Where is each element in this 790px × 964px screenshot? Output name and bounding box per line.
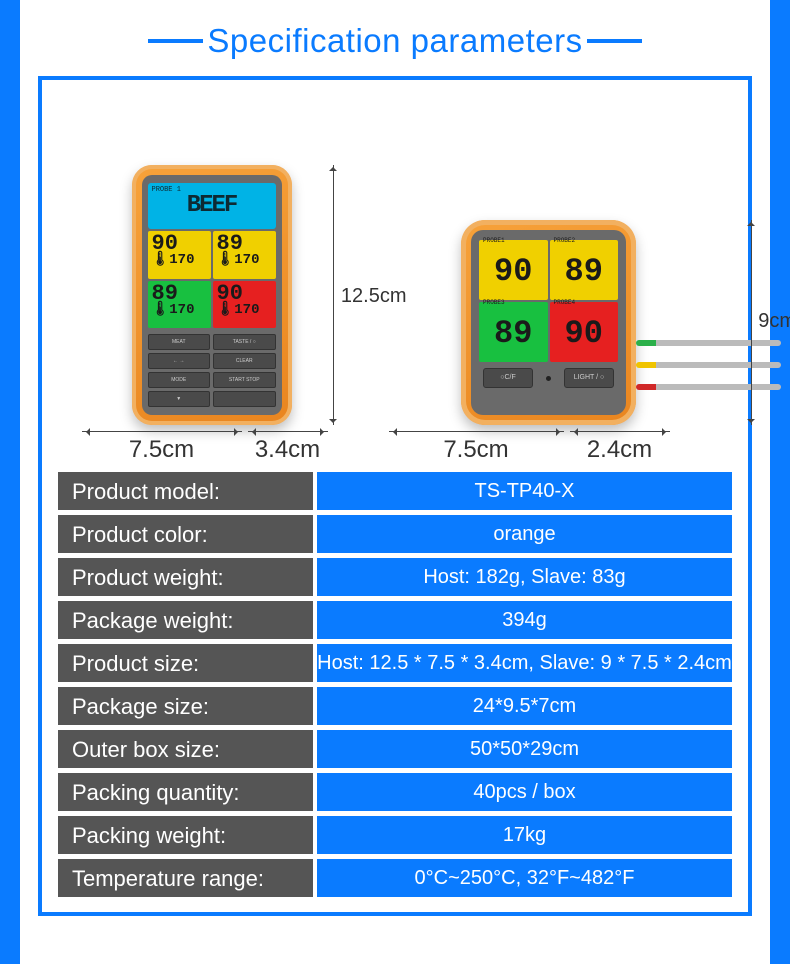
slave-quad-1: PROBE289 — [550, 240, 619, 300]
spec-panel: PROBE 1 BEEF 90🌡17089🌡17089🌡17090🌡170 ME… — [38, 76, 752, 916]
spec-row-3: Package weight:394g — [58, 601, 732, 639]
spec-value: 50*50*29cm — [317, 730, 732, 768]
host-btn-3: CLEAR — [213, 353, 276, 369]
slave-device: PROBE190PROBE289PROBE389PROBE490 ○C/F LI… — [461, 220, 636, 425]
spec-label: Packing weight: — [58, 816, 313, 854]
host-btn-1: TASTE / ○ — [213, 334, 276, 350]
page-title: Specification parameters — [207, 22, 582, 60]
spec-label: Product model: — [58, 472, 313, 510]
spec-value: 24*9.5*7cm — [317, 687, 732, 725]
spec-label: Package weight: — [58, 601, 313, 639]
title-dash-right — [587, 39, 642, 43]
host-quad-3: 90🌡170 — [213, 281, 276, 328]
slave-btn-cf: ○C/F — [483, 368, 533, 388]
spec-value: 17kg — [317, 816, 732, 854]
spec-label: Packing quantity: — [58, 773, 313, 811]
probe-wire-2 — [636, 384, 781, 390]
host-top-text: BEEF — [187, 192, 237, 219]
spec-value: Host: 12.5 * 7.5 * 3.4cm, Slave: 9 * 7.5… — [317, 644, 732, 682]
spec-row-0: Product model:TS-TP40-X — [58, 472, 732, 510]
host-lcd-top: PROBE 1 BEEF — [148, 183, 276, 229]
dim-host-depth: 3.4cm — [248, 431, 328, 464]
dim-host-height — [324, 165, 334, 425]
dim-host-width: 7.5cm — [82, 431, 242, 464]
spec-value: TS-TP40-X — [317, 472, 732, 510]
dim-slave-depth: 2.4cm — [570, 431, 670, 464]
host-btn-7 — [213, 391, 276, 407]
dim-slave-height — [742, 220, 752, 425]
spec-label: Product size: — [58, 644, 313, 682]
product-images: PROBE 1 BEEF 90🌡17089🌡17089🌡17090🌡170 ME… — [58, 94, 732, 464]
slave-led — [546, 376, 551, 381]
slave-btn-light: LIGHT / ○ — [564, 368, 614, 388]
spec-row-2: Product weight:Host: 182g, Slave: 83g — [58, 558, 732, 596]
spec-label: Product color: — [58, 515, 313, 553]
spec-label: Package size: — [58, 687, 313, 725]
spec-value: 0°C~250°C, 32°F~482°F — [317, 859, 732, 897]
slave-bottom-dims: 7.5cm 2.4cm — [389, 431, 709, 464]
host-device: PROBE 1 BEEF 90🌡17089🌡17089🌡17090🌡170 ME… — [132, 165, 292, 425]
page: Specification parameters PROBE 1 BEEF 90… — [20, 0, 770, 964]
dim-slave-width: 7.5cm — [389, 431, 564, 464]
probe-wire-0 — [636, 340, 781, 346]
spec-row-7: Packing quantity:40pcs / box — [58, 773, 732, 811]
spec-value: orange — [317, 515, 732, 553]
probe-wire-1 — [636, 362, 781, 368]
spec-row-5: Package size:24*9.5*7cm — [58, 687, 732, 725]
spec-label: Temperature range: — [58, 859, 313, 897]
host-btn-6: ▼ — [148, 391, 211, 407]
host-btn-2: ← → — [148, 353, 211, 369]
host-quad-1: 89🌡170 — [213, 231, 276, 278]
slave-quad-0: PROBE190 — [479, 240, 548, 300]
spec-row-1: Product color:orange — [58, 515, 732, 553]
spec-value: 394g — [317, 601, 732, 639]
slave-quad-2: PROBE389 — [479, 302, 548, 362]
host-btn-5: START STOP — [213, 372, 276, 388]
slave-quad-3: PROBE490 — [550, 302, 619, 362]
spec-table: Product model:TS-TP40-XProduct color:ora… — [58, 472, 732, 897]
title-row: Specification parameters — [20, 0, 770, 76]
host-bottom-dims: 7.5cm 3.4cm — [82, 431, 342, 464]
host-btn-0: MEAT — [148, 334, 211, 350]
host-btn-4: MODE — [148, 372, 211, 388]
spec-row-8: Packing weight:17kg — [58, 816, 732, 854]
spec-row-9: Temperature range:0°C~250°C, 32°F~482°F — [58, 859, 732, 897]
spec-row-6: Outer box size:50*50*29cm — [58, 730, 732, 768]
spec-label: Product weight: — [58, 558, 313, 596]
dim-slave-height-label: 9cm — [758, 310, 790, 333]
host-quad-0: 90🌡170 — [148, 231, 211, 278]
spec-value: 40pcs / box — [317, 773, 732, 811]
spec-value: Host: 182g, Slave: 83g — [317, 558, 732, 596]
spec-row-4: Product size:Host: 12.5 * 7.5 * 3.4cm, S… — [58, 644, 732, 682]
title-dash-left — [148, 39, 203, 43]
host-quad-2: 89🌡170 — [148, 281, 211, 328]
spec-label: Outer box size: — [58, 730, 313, 768]
